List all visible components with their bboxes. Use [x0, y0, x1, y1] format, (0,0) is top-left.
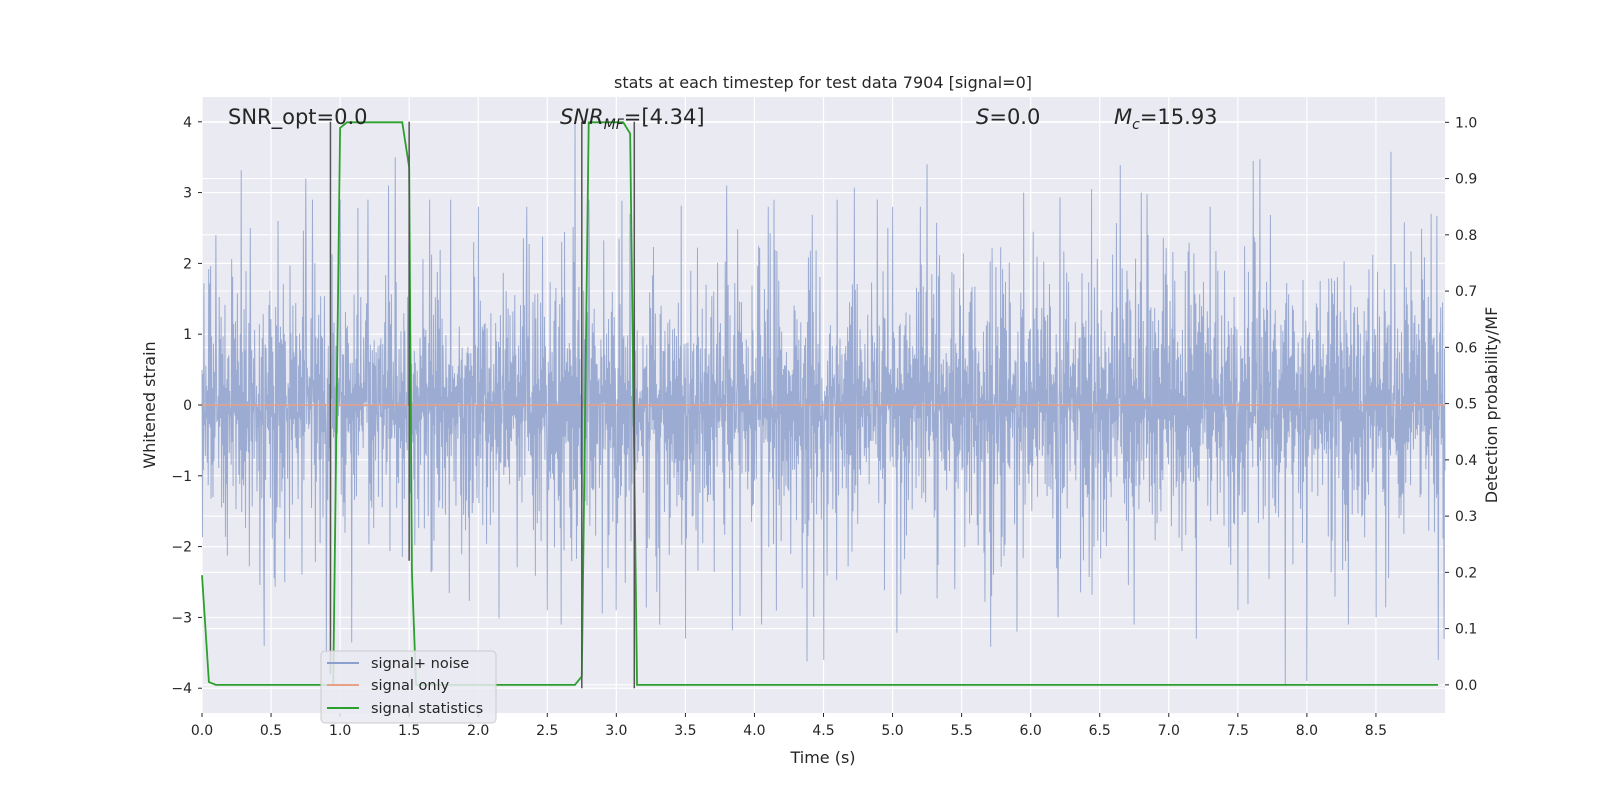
- annotation-s: S=0.0: [976, 105, 1040, 129]
- legend-label-signal-noise: signal+ noise: [371, 656, 469, 672]
- annotation-mc: Mc=15.93: [1114, 105, 1218, 133]
- y-tick-label-left: 3: [183, 186, 192, 202]
- x-tick-label: 4.0: [743, 723, 765, 739]
- annotation-mc-sub: c: [1132, 117, 1140, 133]
- annotation-snr-mf-value: =[4.34]: [624, 105, 705, 129]
- y-tick-label-right: 0.2: [1455, 565, 1477, 581]
- y-tick-label-left: 0: [183, 398, 192, 414]
- x-tick-label: 2.0: [467, 723, 489, 739]
- ticks: 0.0 0.5 1.0 1.5 2.0 2.5 3.0 3.5 4.0 4.5 5.0 5.5 6.0 6…: [171, 115, 1477, 739]
- y-tick-label-right: 0.1: [1455, 622, 1477, 638]
- x-tick-label: 1.5: [398, 723, 420, 739]
- x-tick-label: 0.0: [191, 723, 213, 739]
- annotation-snr-mf-sub: MF: [604, 117, 625, 133]
- vertical-markers: [329, 121, 636, 689]
- x-axis-label: Time (s): [789, 748, 855, 767]
- legend-label-signal-only: signal only: [371, 678, 450, 694]
- y-tick-label-left: 4: [183, 115, 192, 131]
- x-tick-label: 7.5: [1227, 723, 1249, 739]
- y-tick-label-right: 0.9: [1455, 172, 1477, 188]
- x-tick-label: 6.0: [1020, 723, 1042, 739]
- annotation-snr-mf-main: SNR: [560, 105, 604, 129]
- x-tick-label: 5.0: [881, 723, 903, 739]
- y-tick-label-left: −3: [171, 610, 192, 626]
- x-tick-label: 8.0: [1296, 723, 1318, 739]
- y-tick-label-right: 1.0: [1455, 115, 1477, 131]
- annotation-s-value: =0.0: [989, 105, 1040, 129]
- y-tick-label-right: 0.5: [1455, 397, 1477, 413]
- y-tick-label-right: 0.6: [1455, 340, 1477, 356]
- chart-title: stats at each timestep for test data 790…: [614, 73, 1032, 92]
- y-tick-label-left: 2: [183, 256, 192, 272]
- x-tick-label: 8.5: [1365, 723, 1387, 739]
- annotation-mc-main: M: [1114, 105, 1132, 129]
- legend: signal+ noise signal only signal statist…: [320, 650, 497, 724]
- x-tick-label: 0.5: [260, 723, 282, 739]
- legend-label-signal-statistics: signal statistics: [371, 701, 483, 717]
- x-tick-label: 2.5: [536, 723, 558, 739]
- y-tick-label-left: 1: [183, 327, 192, 343]
- y-axis-label-right: Detection probability/MF: [1482, 307, 1501, 504]
- annotation-snr-mf: SNRMF=[4.34]: [560, 105, 705, 133]
- annotation-s-main: S: [976, 105, 989, 129]
- x-tick-label: 7.0: [1158, 723, 1180, 739]
- y-tick-label-right: 0.8: [1455, 228, 1477, 244]
- y-tick-label-right: 0.3: [1455, 509, 1477, 525]
- y-tick-label-right: 0.0: [1455, 678, 1477, 694]
- x-tick-label: 6.5: [1089, 723, 1111, 739]
- y-tick-label-right: 0.4: [1455, 453, 1477, 469]
- legend-box: [320, 650, 497, 724]
- x-tick-label: 1.0: [329, 723, 351, 739]
- x-tick-label: 3.0: [605, 723, 627, 739]
- x-tick-label: 4.5: [812, 723, 834, 739]
- series-signal-statistics: [201, 121, 1439, 686]
- y-tick-label-right: 0.7: [1455, 284, 1477, 300]
- annotation-snr-opt: SNR_opt=0.0: [228, 105, 368, 130]
- annotation-mc-value: =15.93: [1140, 105, 1218, 129]
- y-tick-label-left: −1: [171, 469, 192, 485]
- y-axis-label-left: Whitened strain: [140, 341, 159, 468]
- x-tick-label: 5.5: [950, 723, 972, 739]
- y-tick-label-left: −4: [171, 681, 192, 697]
- x-tick-label: 3.5: [674, 723, 696, 739]
- y-tick-label-left: −2: [171, 540, 192, 556]
